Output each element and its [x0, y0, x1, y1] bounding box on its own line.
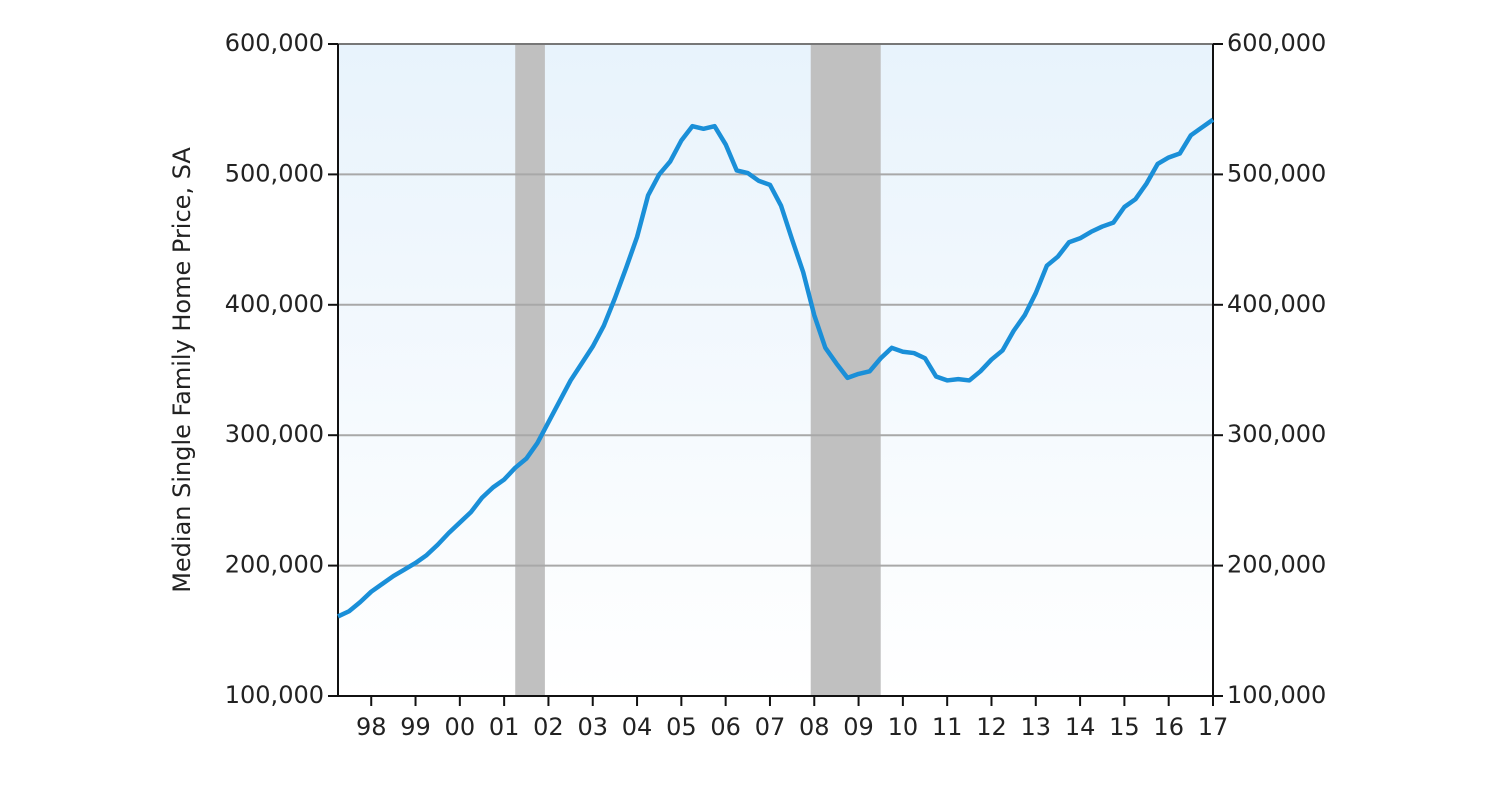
x-tick-label: 01 — [489, 713, 520, 741]
recession-band — [515, 44, 545, 696]
y-tick-label: 100,000 — [225, 681, 324, 709]
x-tick-label: 12 — [976, 713, 1007, 741]
y2-tick-label: 300,000 — [1227, 420, 1326, 448]
y-tick-label: 200,000 — [225, 551, 324, 579]
y2-tick-label: 500,000 — [1227, 159, 1326, 187]
x-tick-label: 15 — [1109, 713, 1140, 741]
y2-tick-label: 400,000 — [1227, 290, 1326, 318]
x-tick-label: 13 — [1021, 713, 1052, 741]
x-tick-label: 02 — [533, 713, 564, 741]
x-tick-label: 09 — [843, 713, 874, 741]
x-tick-label: 03 — [577, 713, 608, 741]
x-tick-label: 06 — [710, 713, 741, 741]
y-tick-label: 300,000 — [225, 420, 324, 448]
x-tick-label: 98 — [356, 713, 387, 741]
x-tick-label: 10 — [888, 713, 919, 741]
y-tick-label: 500,000 — [225, 159, 324, 187]
y-tick-label: 600,000 — [225, 29, 324, 57]
price-line — [337, 117, 1215, 619]
x-tick-label: 16 — [1153, 713, 1184, 741]
y2-tick-label: 200,000 — [1227, 551, 1326, 579]
x-tick-label: 99 — [400, 713, 431, 741]
x-tick-label: 07 — [755, 713, 786, 741]
y2-tick-label: 600,000 — [1227, 29, 1326, 57]
x-tick-label: 17 — [1198, 713, 1229, 741]
x-tick-label: 00 — [445, 713, 476, 741]
x-tick-label: 14 — [1065, 713, 1096, 741]
y-tick-label: 400,000 — [225, 290, 324, 318]
x-tick-label: 05 — [666, 713, 697, 741]
x-tick-label: 08 — [799, 713, 830, 741]
plot-background — [338, 44, 1213, 696]
y2-tick-label: 100,000 — [1227, 681, 1326, 709]
x-tick-label: 04 — [622, 713, 653, 741]
y-axis-title: Median Single Family Home Price, SA — [168, 147, 196, 593]
x-tick-label: 11 — [932, 713, 963, 741]
